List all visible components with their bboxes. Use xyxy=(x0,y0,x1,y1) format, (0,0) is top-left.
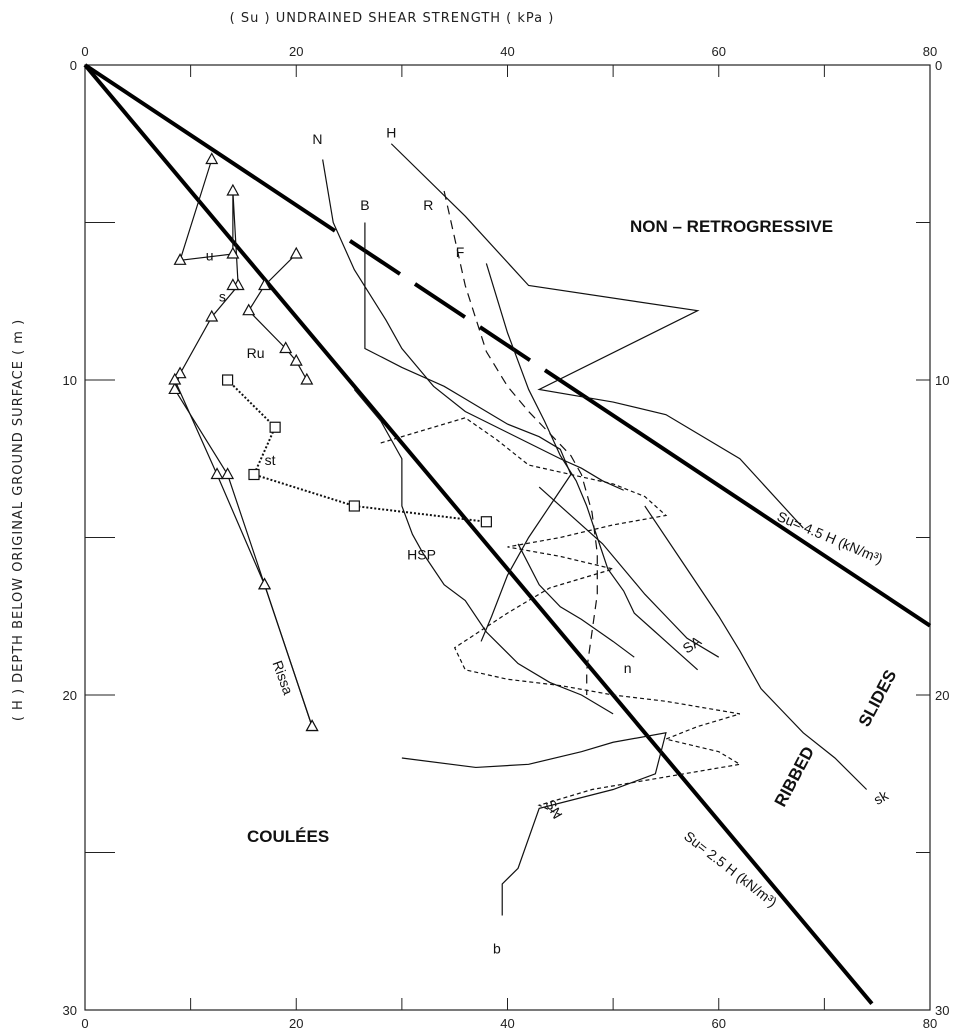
series-label-r: R xyxy=(423,197,433,213)
x-tick-label-top: 20 xyxy=(289,44,303,59)
series-label-b: b xyxy=(493,940,501,956)
x-tick-label-bottom: 0 xyxy=(81,1016,88,1031)
triangle-marker xyxy=(279,341,293,354)
square-marker xyxy=(248,468,260,481)
series-sa-line xyxy=(538,486,720,658)
triangle-marker xyxy=(168,382,182,395)
triangle-marker xyxy=(173,253,187,265)
x-tick-label-top: 80 xyxy=(923,44,937,59)
series-label-h: H xyxy=(386,124,396,140)
x-tick-label-top: 0 xyxy=(81,44,88,59)
triangle-marker xyxy=(210,467,224,480)
series-n-line xyxy=(322,159,624,491)
triangle-marker xyxy=(289,246,303,259)
lower-bound-line xyxy=(83,63,874,1005)
zone-label-nonretrogressive: NON – RETROGRESSIVE xyxy=(630,217,833,236)
zone-label-coulees: COULÉES xyxy=(247,827,329,846)
series-label-u: u xyxy=(206,247,214,263)
series-label-f: F xyxy=(456,244,465,260)
series-r-line xyxy=(443,190,598,695)
series-n-line xyxy=(517,543,635,658)
series-u-line xyxy=(174,159,313,727)
series-sk-line xyxy=(644,505,868,790)
triangle-marker xyxy=(305,719,319,732)
series-b-line xyxy=(401,732,667,916)
triangle-marker xyxy=(226,278,240,291)
series-label-ru: Ru xyxy=(247,345,265,361)
triangle-marker xyxy=(242,303,256,316)
x-tick-label-bottom: 80 xyxy=(923,1016,937,1031)
data-markers xyxy=(168,152,492,732)
triangle-marker xyxy=(205,152,219,165)
triangle-marker xyxy=(258,577,272,590)
series-h-line xyxy=(390,143,804,529)
x-tick-label-top: 40 xyxy=(500,44,514,59)
triangle-marker xyxy=(226,183,240,196)
square-marker xyxy=(269,421,281,433)
y-tick-label-left: 20 xyxy=(63,688,77,703)
triangle-marker xyxy=(173,366,187,379)
series-label-b: B xyxy=(360,197,369,213)
triangle-marker xyxy=(168,372,182,385)
series-hsp-line xyxy=(353,389,614,715)
series-label-st: st xyxy=(265,452,276,468)
lower-equation-label: Su= 2.5 H (kN/m³) xyxy=(681,828,780,910)
y-tick-label-left: 30 xyxy=(63,1003,77,1018)
series-label-hsp: HSP xyxy=(407,547,436,563)
series-label-sn: SN xyxy=(542,797,566,822)
triangle-marker xyxy=(300,372,314,385)
plot-frame xyxy=(84,64,931,1011)
y-tick-label-left: 10 xyxy=(63,373,77,388)
series-st-line xyxy=(226,379,487,523)
zone-label-ribbed: RIBBED xyxy=(771,743,818,809)
x-axis-title: ( Su ) UNDRAINED SHEAR STRENGTH ( kPa ) xyxy=(230,11,555,26)
y-tick-label-right: 20 xyxy=(935,688,949,703)
triangle-marker xyxy=(221,467,235,480)
x-tick-label-bottom: 20 xyxy=(289,1016,303,1031)
zone-label-slides: SLIDES xyxy=(855,667,901,730)
series-label-rissa: Rissa xyxy=(269,658,296,697)
x-tick-label-bottom: 40 xyxy=(500,1016,514,1031)
triangle-marker xyxy=(205,309,219,322)
series-f-line xyxy=(485,263,699,671)
y-tick-label-right: 0 xyxy=(935,58,942,73)
series-label-n: n xyxy=(624,660,632,676)
series-b-line xyxy=(364,222,572,642)
y-axis-title: ( H ) DEPTH BELOW ORIGINAL GROUND SURFAC… xyxy=(11,319,26,721)
triangle-marker xyxy=(226,246,240,259)
triangle-marker xyxy=(258,278,272,291)
triangle-marker xyxy=(289,353,303,366)
data-series xyxy=(174,143,868,916)
y-tick-label-right: 30 xyxy=(935,1003,949,1018)
y-tick-label-left: 0 xyxy=(70,58,77,73)
series-label-sk: sk xyxy=(871,786,892,807)
y-tick-label-right: 10 xyxy=(935,373,949,388)
upper-bound-line xyxy=(83,63,932,628)
series-rissa-line xyxy=(174,379,313,727)
square-marker xyxy=(348,500,360,512)
series-label-n: N xyxy=(312,131,322,147)
series-sn-line xyxy=(380,417,742,816)
series-label-s: s xyxy=(219,288,226,304)
x-tick-label-top: 60 xyxy=(712,44,726,59)
series-label-sa: SA xyxy=(680,632,705,656)
square-marker xyxy=(221,374,234,386)
x-tick-label-bottom: 60 xyxy=(712,1016,726,1031)
square-marker xyxy=(480,516,492,528)
reference-lines xyxy=(83,63,932,1005)
